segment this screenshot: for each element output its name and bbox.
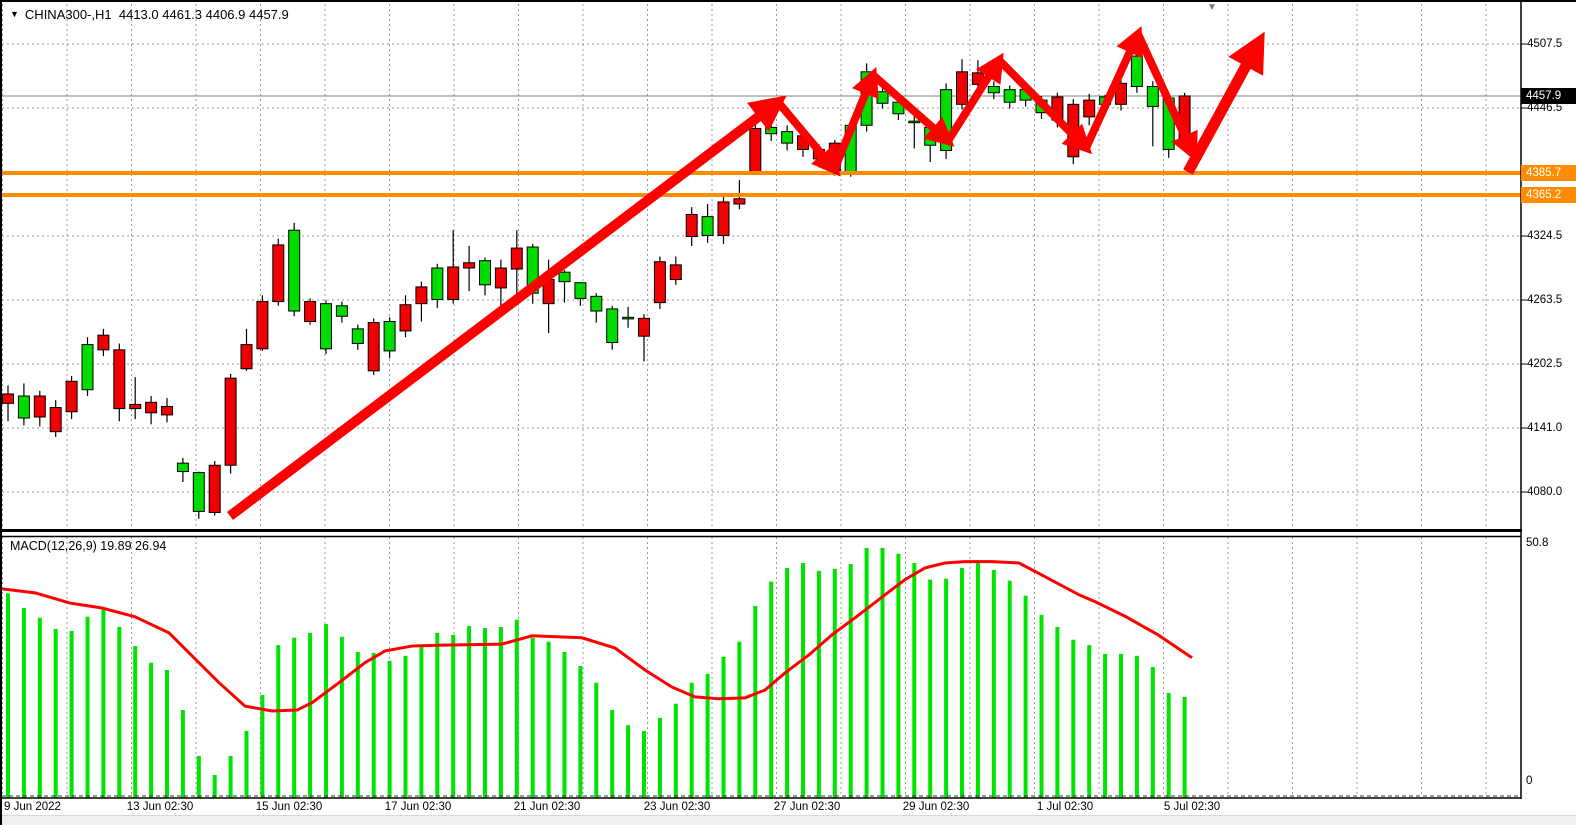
time-tick-label: 21 Jun 02:30	[513, 801, 581, 813]
resistance-level-tag: 4385.7	[1521, 165, 1576, 181]
candlestick-series	[2, 39, 1191, 519]
price-tick-label: 4141.0	[1527, 422, 1563, 434]
ohlc-values: 4413.0 4461.3 4406.9 4457.9	[118, 7, 289, 22]
autoscroll-marker-icon: ▼	[1207, 2, 1217, 13]
macd-indicator-label: MACD(12,26,9) 19.89 26.94	[10, 539, 167, 553]
time-tick-label: 17 Jun 02:30	[384, 801, 452, 813]
macd-histogram	[6, 547, 1187, 798]
time-tick-label: 5 Jul 02:30	[1163, 801, 1221, 813]
chart-title: ▼ CHINA300-,H1 4413.0 4461.3 4406.9 4457.…	[10, 7, 289, 22]
panel-separator[interactable]	[2, 529, 1522, 532]
price-tick-label: 4324.5	[1527, 230, 1563, 242]
current-price-tag: 4457.9	[1521, 88, 1576, 104]
price-tick-label: 4080.0	[1527, 486, 1563, 498]
price-tick-label: 4202.5	[1527, 358, 1563, 370]
macd-scale-max: 50.8	[1526, 537, 1549, 549]
time-tick-label: 15 Jun 02:30	[255, 801, 323, 813]
symbol-period-label: CHINA300-,H1	[24, 7, 112, 22]
time-tick-label: 27 Jun 02:30	[773, 801, 841, 813]
price-tick-label: 4507.5	[1527, 38, 1563, 50]
symbol-dropdown-icon[interactable]: ▼	[10, 9, 19, 19]
macd-scale-zero: 0	[1526, 775, 1533, 787]
window-bottom-edge	[2, 815, 1576, 825]
panel-borders	[2, 2, 1522, 799]
trend-arrows	[226, 26, 1265, 520]
macd-signal-line	[2, 560, 1193, 713]
horizontal-gridlines	[2, 43, 1527, 493]
time-tick-label: 13 Jun 02:30	[126, 801, 194, 813]
time-tick-label: 29 Jun 02:30	[902, 801, 970, 813]
support-level-tag: 4365.2	[1521, 187, 1576, 203]
time-tick-label: 1 Jul 02:30	[1036, 801, 1094, 813]
time-tick-label: 23 Jun 02:30	[643, 801, 711, 813]
time-tick-label: 9 Jun 2022	[4, 801, 61, 813]
price-tick-label: 4446.5	[1527, 102, 1563, 114]
price-tick-label: 4263.5	[1527, 294, 1563, 306]
chart-canvas[interactable]	[2, 2, 1576, 799]
support-resistance-lines	[2, 171, 1521, 197]
